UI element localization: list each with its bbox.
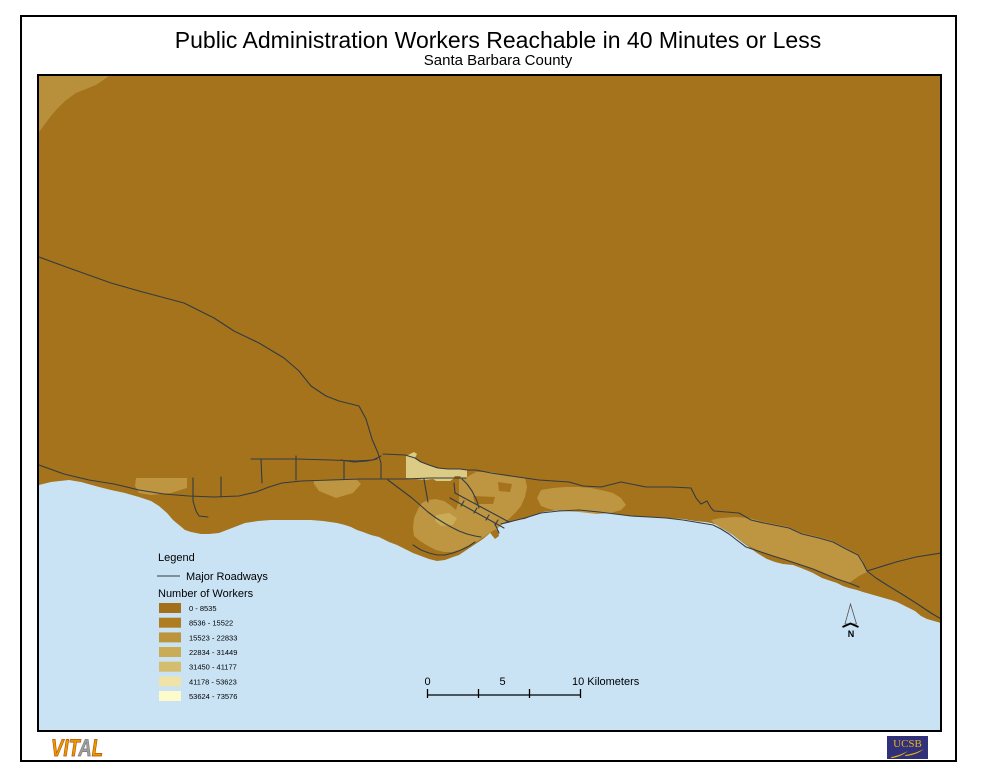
svg-text:8536 - 15522: 8536 - 15522 <box>189 619 233 628</box>
svg-text:VITAL: VITAL <box>51 735 103 761</box>
svg-text:0 - 8535: 0 - 8535 <box>189 604 217 613</box>
svg-text:53624 - 73576: 53624 - 73576 <box>189 692 237 701</box>
svg-text:5: 5 <box>499 676 505 688</box>
svg-text:15523 - 22833: 15523 - 22833 <box>189 633 237 642</box>
svg-text:N: N <box>848 629 855 639</box>
svg-text:10 Kilometers: 10 Kilometers <box>572 676 640 688</box>
svg-text:Legend: Legend <box>158 552 195 564</box>
svg-text:41178 - 53623: 41178 - 53623 <box>189 677 237 686</box>
svg-text:31450 - 41177: 31450 - 41177 <box>189 663 237 672</box>
svg-text:UCSB: UCSB <box>893 738 922 750</box>
svg-text:0: 0 <box>424 676 430 688</box>
svg-text:22834 - 31449: 22834 - 31449 <box>189 648 237 657</box>
svg-text:Number of Workers: Number of Workers <box>158 588 254 600</box>
svg-text:Major Roadways: Major Roadways <box>186 571 268 583</box>
